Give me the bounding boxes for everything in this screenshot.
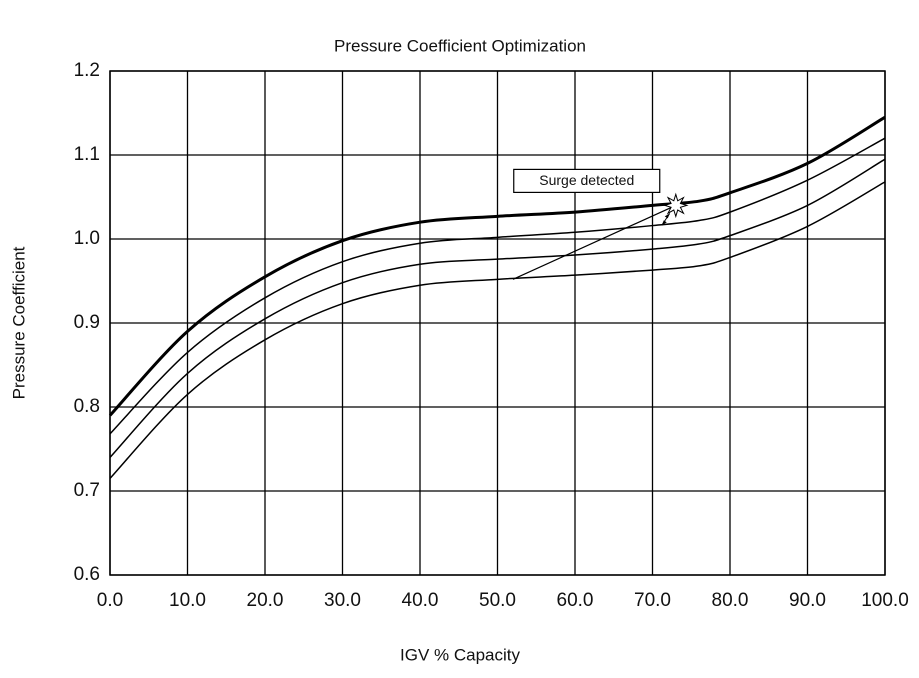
annotation-box <box>513 168 661 193</box>
x-tick-label: 60.0 <box>557 590 594 611</box>
x-tick-label: 20.0 <box>247 590 284 611</box>
y-tick-label: 0.9 <box>74 312 100 333</box>
annotation-text: Surge detected <box>539 172 634 188</box>
surge-burst <box>663 192 689 219</box>
line-series <box>109 137 886 435</box>
y-tick-label: 0.6 <box>74 564 100 585</box>
line-series <box>512 204 676 280</box>
x-axis-label: IGV % Capacity <box>400 645 520 664</box>
line-series <box>108 115 886 417</box>
y-tick-label: 1.2 <box>74 60 100 81</box>
x-tick-label: 70.0 <box>634 590 671 611</box>
y-axis-label: Pressure Coefficient <box>9 246 28 399</box>
y-tick-label: 1.0 <box>74 228 100 249</box>
x-tick-label: 90.0 <box>789 590 826 611</box>
chart-title: Pressure Coefficient Optimization <box>334 36 586 55</box>
arrow-head <box>661 220 667 226</box>
line-series <box>109 158 886 458</box>
y-tick-label: 0.7 <box>74 480 100 501</box>
x-tick-label: 0.0 <box>97 590 123 611</box>
plot-frame <box>109 70 886 576</box>
line-series <box>109 181 886 479</box>
x-tick-label: 50.0 <box>479 590 516 611</box>
arrow-head <box>664 213 670 219</box>
y-tick-label: 1.1 <box>74 144 100 165</box>
x-tick-label: 10.0 <box>169 590 206 611</box>
x-tick-label: 80.0 <box>712 590 749 611</box>
y-tick-label: 0.8 <box>74 396 100 417</box>
x-tick-label: 30.0 <box>324 590 361 611</box>
x-tick-label: 40.0 <box>402 590 439 611</box>
x-tick-label: 100.0 <box>861 590 909 611</box>
